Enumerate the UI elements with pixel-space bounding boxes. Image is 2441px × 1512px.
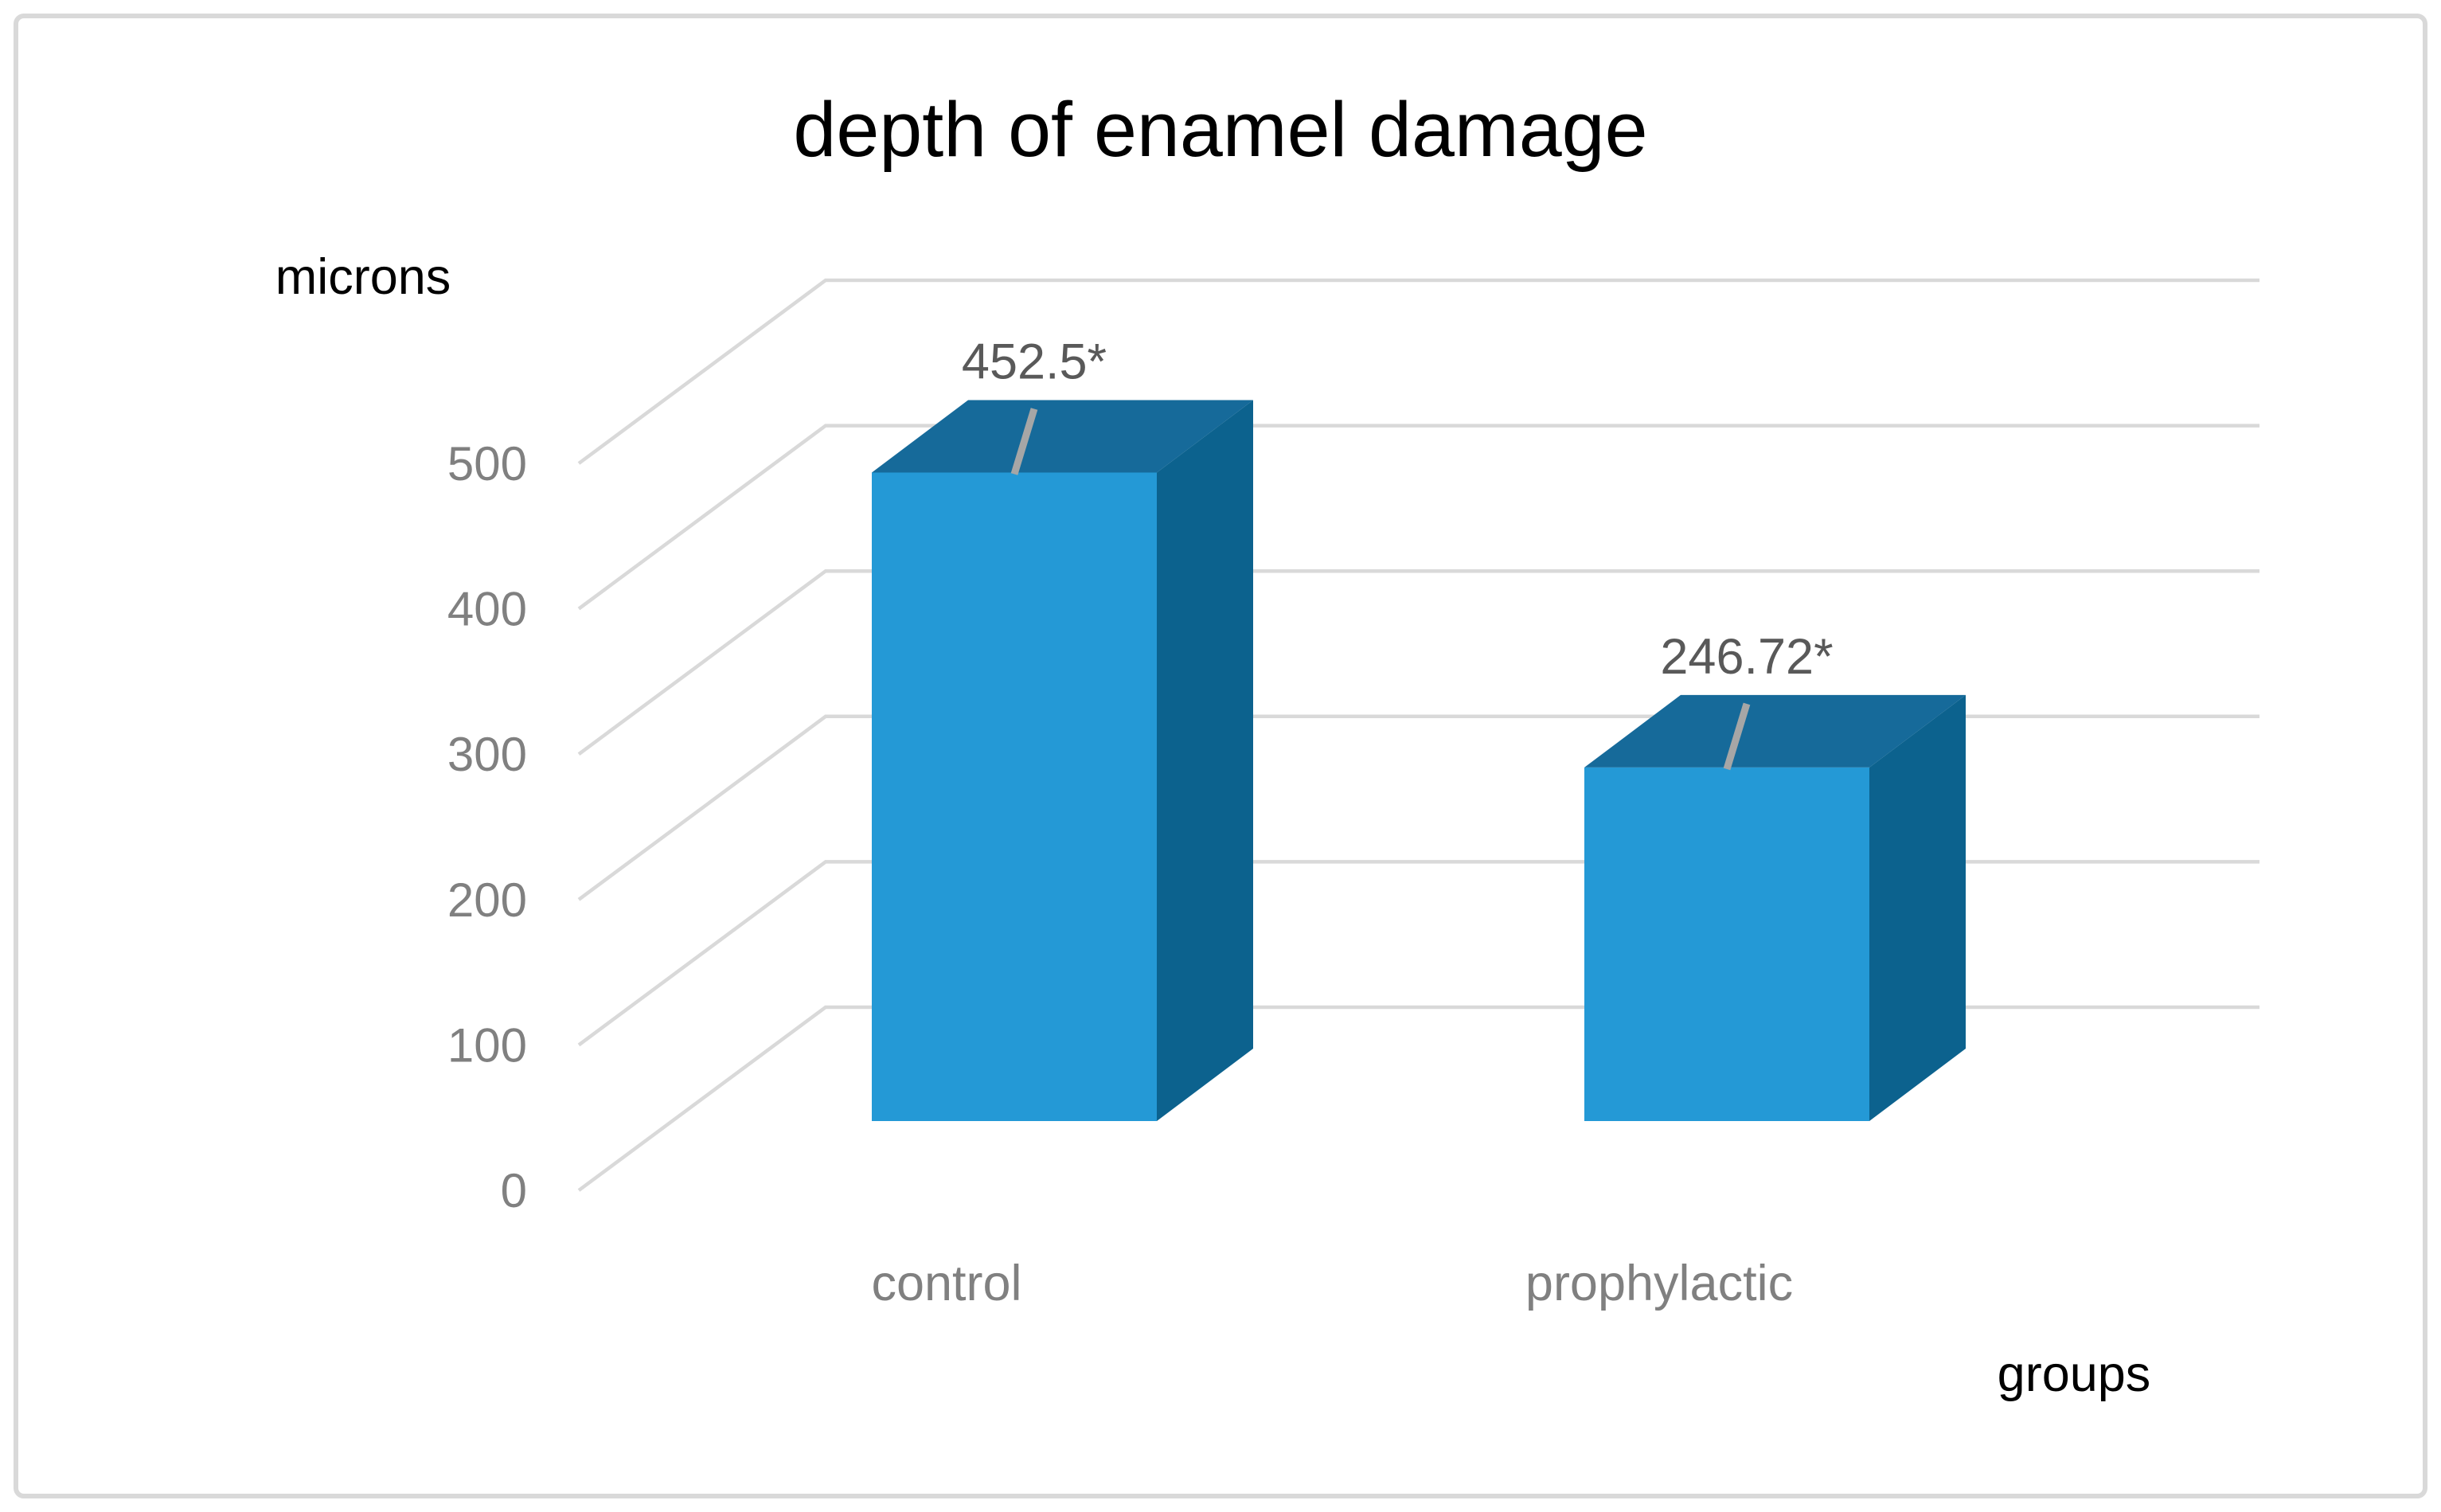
x-axis-title: groups <box>1998 1346 2151 1402</box>
tick-label-0: 0 <box>501 1164 527 1217</box>
gridline-500 <box>577 278 2259 465</box>
bar-prophylactic-side-face <box>1869 694 1966 1121</box>
data-label-prophylactic: 246.72* <box>1660 629 1833 685</box>
bar-control-front-face <box>872 472 1157 1121</box>
tick-label-500: 500 <box>447 437 527 490</box>
gridline-400 <box>577 424 2259 611</box>
chart-title: depth of enamel damage <box>793 86 1647 173</box>
tick-label-400: 400 <box>447 583 527 636</box>
bar-series <box>872 400 1966 1121</box>
chart-frame-border <box>14 14 2427 1498</box>
y-axis-title: microns <box>275 249 451 305</box>
leader-line-prophylactic <box>1723 702 1751 771</box>
tick-label-300: 300 <box>447 728 527 781</box>
leader-lines <box>1010 408 1751 771</box>
bar-control-top-face <box>872 400 1253 473</box>
x-axis-category-labels: control prophylactic <box>871 1256 1793 1311</box>
leader-line-control <box>1010 408 1038 475</box>
data-label-control: 452.5* <box>962 334 1107 390</box>
gridline-300 <box>577 568 2259 756</box>
bar-prophylactic-top-face <box>1584 694 1966 768</box>
data-labels: 452.5* 246.72* <box>962 334 1834 685</box>
y-axis-tick-labels: 0 100 200 300 400 500 <box>447 437 527 1217</box>
category-label-prophylactic: prophylactic <box>1525 1256 1793 1311</box>
bar-prophylactic-front-face <box>1584 767 1869 1121</box>
category-label-control: control <box>871 1256 1021 1311</box>
tick-label-200: 200 <box>447 873 527 927</box>
tick-label-100: 100 <box>447 1018 527 1072</box>
bar-control-side-face <box>1157 400 1253 1121</box>
